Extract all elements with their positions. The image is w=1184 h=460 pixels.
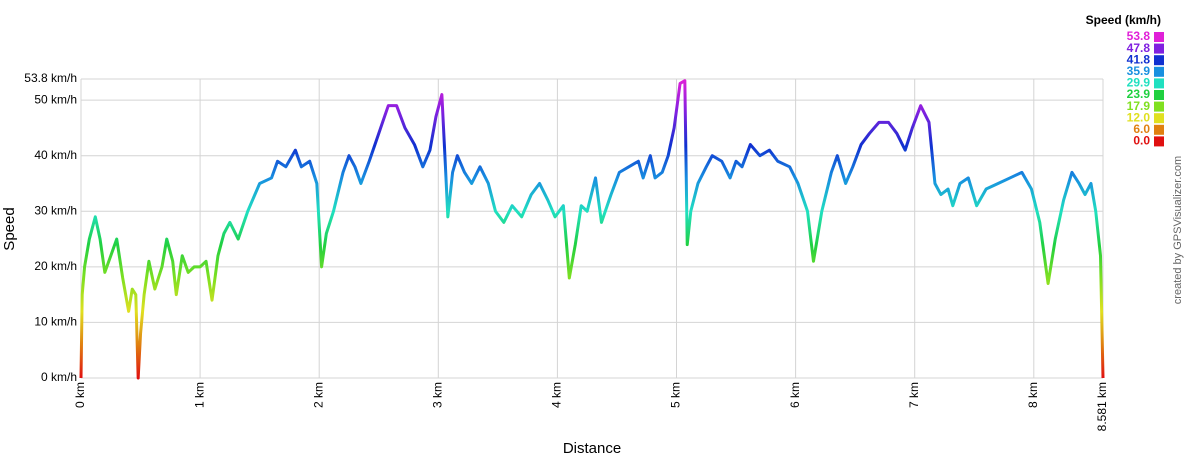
- legend-swatch: [1154, 90, 1164, 100]
- y-tick-label: 30 km/h: [34, 203, 77, 217]
- x-tick-label: 0 km: [73, 382, 87, 408]
- legend-label: 6.0: [1133, 122, 1150, 136]
- legend-label: 0.0: [1133, 134, 1150, 148]
- legend-label: 35.9: [1127, 64, 1151, 78]
- x-tick-label: 1 km: [192, 382, 206, 408]
- credit: created by GPSVisualizer.com: [1172, 156, 1184, 304]
- legend-swatch: [1154, 78, 1164, 89]
- legend-label: 41.8: [1127, 52, 1151, 66]
- legend-label: 53.8: [1127, 29, 1151, 43]
- legend-label: 23.9: [1127, 87, 1151, 101]
- x-tick-label: 3 km: [430, 382, 444, 408]
- y-tick-label: 50 km/h: [34, 92, 77, 106]
- y-tick-label: 53.8 km/h: [24, 71, 77, 85]
- y-tick-label: 40 km/h: [34, 148, 77, 162]
- x-axis-label: Distance: [563, 440, 621, 457]
- legend-label: 29.9: [1127, 76, 1151, 90]
- x-tick-label: 6 km: [788, 382, 802, 408]
- speed-line: [79, 79, 1105, 380]
- plot-area: [81, 79, 1103, 378]
- x-tick-label: 8 km: [1026, 382, 1040, 408]
- legend-label: 12.0: [1127, 110, 1151, 124]
- legend-swatch: [1154, 136, 1164, 147]
- legend-title: Speed (km/h): [1086, 13, 1161, 27]
- x-tick-label: 5 km: [669, 382, 683, 408]
- legend-swatch: [1154, 124, 1164, 135]
- legend-swatch: [1154, 66, 1164, 77]
- legend-swatch: [1154, 43, 1164, 54]
- x-tick-label: 7 km: [907, 382, 921, 408]
- x-tick-label: 8.581 km: [1095, 382, 1109, 431]
- y-tick-label: 10 km/h: [34, 315, 77, 329]
- y-tick-label: 0 km/h: [41, 370, 77, 384]
- x-tick-label: 2 km: [311, 382, 325, 408]
- legend-label: 17.9: [1127, 99, 1151, 113]
- y-tick-label: 20 km/h: [34, 259, 77, 273]
- y-axis-label: Speed: [1, 207, 18, 250]
- x-tick-label: 4 km: [550, 382, 564, 408]
- legend-swatch: [1154, 113, 1164, 124]
- legend-swatch: [1154, 55, 1164, 66]
- legend-label: 47.8: [1127, 41, 1151, 55]
- legend-swatch: [1154, 101, 1164, 112]
- legend-swatch: [1154, 32, 1164, 42]
